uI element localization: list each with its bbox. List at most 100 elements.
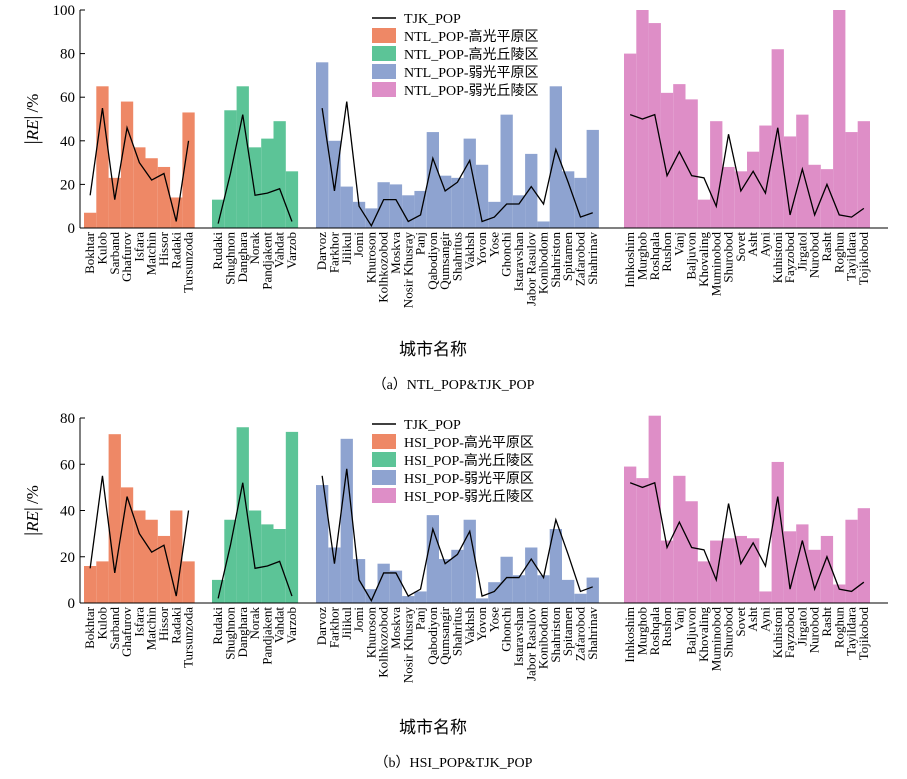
category-label: Sovet: [733, 232, 748, 262]
category-label: Shahriston: [548, 232, 563, 288]
bar: [512, 195, 526, 228]
category-label: Khovaling: [696, 607, 711, 662]
category-label: Jabor Rasulov: [523, 232, 538, 307]
bar: [747, 151, 760, 228]
bar: [96, 86, 109, 228]
y-tick-label: 60: [60, 457, 75, 473]
category-label: Ghonchi: [499, 232, 514, 277]
category-label: Shughnon: [222, 232, 237, 285]
category-label: Matchin: [144, 607, 159, 651]
category-label: Yose: [486, 232, 501, 258]
bar: [685, 99, 698, 228]
bar: [389, 570, 403, 604]
bar: [236, 427, 249, 603]
category-label: Ghafurov: [119, 607, 134, 657]
bar: [537, 221, 550, 228]
category-label: Moskva: [388, 232, 403, 274]
category-label: Panj: [413, 232, 428, 255]
bar: [248, 510, 262, 603]
category-label: Fayzobod: [782, 232, 797, 284]
bar: [820, 169, 834, 228]
category-label: Jomi: [351, 232, 366, 258]
category-label: Shahritus: [449, 232, 464, 281]
bar: [108, 434, 121, 603]
category-label: Hissor: [156, 606, 171, 641]
bar: [734, 535, 747, 603]
bar: [402, 596, 415, 603]
bar: [352, 201, 366, 228]
category-label: Moskva: [388, 607, 403, 649]
category-label: Ghafurov: [119, 232, 134, 282]
category-label: Ayni: [757, 607, 772, 632]
bar: [120, 487, 134, 604]
category-label: Yovon: [474, 607, 489, 642]
category-label: Tojikobod: [856, 607, 871, 661]
category-label: Isfara: [131, 232, 146, 262]
bar: [574, 177, 587, 228]
bar: [261, 138, 274, 228]
bar: [537, 575, 550, 603]
category-label: Tayildara: [844, 607, 859, 656]
bar: [316, 62, 329, 228]
legend-label: TJK_POP: [404, 418, 461, 433]
bar: [133, 510, 146, 603]
bar: [833, 584, 846, 603]
y-tick-label: 0: [68, 221, 76, 237]
category-label: Roghun: [831, 607, 846, 649]
abs-bar-right: |: [21, 116, 43, 120]
bar: [722, 538, 735, 603]
y-label-main: RE: [23, 510, 42, 532]
category-label: Bokhtar: [82, 606, 97, 649]
category-label: Pandjakent: [259, 607, 274, 665]
bar: [845, 519, 858, 603]
bar: [261, 524, 274, 604]
category-label: Roshqala: [647, 232, 662, 281]
bar: [845, 132, 858, 228]
category-label: Vanj: [671, 232, 686, 256]
bar: [328, 140, 341, 228]
bar: [426, 132, 439, 228]
tjk-pop-line: [217, 114, 293, 224]
bar: [648, 23, 661, 228]
category-label: Inhkoshim: [622, 607, 637, 663]
category-label: Danghara: [235, 607, 250, 658]
category-label: Sarband: [107, 607, 122, 650]
category-label: Spitamen: [560, 232, 575, 282]
category-label: Danghara: [235, 232, 250, 283]
bar: [500, 114, 513, 228]
bar: [451, 177, 464, 228]
category-label: Kuhistoni: [770, 232, 785, 284]
caption-b: （b）HSI_POP&TJK_POP: [374, 756, 533, 771]
bar: [660, 92, 674, 228]
tjk-pop-line: [89, 475, 190, 597]
category-label: Vakhsh: [462, 232, 477, 271]
legend-label: NTL_POP-弱光平原区: [404, 65, 539, 81]
bar: [273, 121, 286, 228]
category-label: Shahrinav: [585, 607, 600, 660]
legend-label: HSI_POP-高光丘陵区: [404, 452, 534, 469]
bar: [624, 466, 637, 603]
category-label: Darvoz: [314, 607, 329, 645]
category-label: Nurobod: [807, 232, 822, 279]
bar: [389, 184, 403, 228]
legend-swatch: [372, 46, 396, 61]
category-label: Roghun: [831, 232, 846, 274]
bar: [710, 540, 723, 603]
category-label: Matchin: [144, 232, 159, 276]
category-label: Vanj: [671, 607, 686, 631]
bar: [500, 556, 513, 603]
bar: [673, 84, 686, 229]
category-label: Radaki: [168, 232, 183, 269]
category-label: Nosir Khusray: [400, 232, 415, 309]
bar: [340, 186, 353, 228]
category-label: Kulob: [94, 607, 109, 640]
category-label: Spitamen: [560, 607, 575, 657]
bar: [285, 171, 299, 228]
category-label: Khovaling: [696, 232, 711, 287]
bar: [525, 153, 538, 228]
legend-label: TJK_POP: [404, 12, 461, 27]
bar: [157, 535, 171, 603]
bar: [697, 561, 711, 604]
abs-bar-right: |: [21, 507, 43, 511]
category-label: Vakhsh: [462, 607, 477, 646]
